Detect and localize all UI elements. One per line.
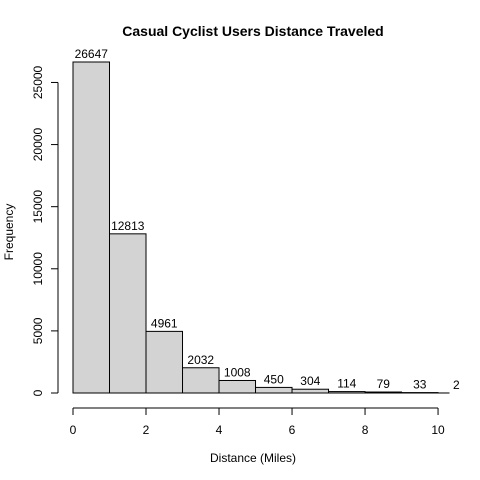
y-tick-label: 0 <box>31 389 45 396</box>
x-tick-label: 8 <box>362 423 369 437</box>
x-axis: 0 2 4 6 8 10 <box>70 407 445 437</box>
x-tick-label: 10 <box>431 423 445 437</box>
bar-value-label: 450 <box>264 372 284 386</box>
histogram-bar <box>255 386 293 394</box>
y-tick-label: 10000 <box>31 252 45 286</box>
bar-value-label: 1008 <box>224 365 251 379</box>
data-labels-group: 26647 12813 4961 2032 1008 450 304 114 79 33 2 <box>75 47 460 392</box>
bars-group <box>72 61 450 394</box>
y-axis-label: Frequency <box>2 204 16 261</box>
histogram-bar <box>109 233 147 394</box>
histogram-bar <box>291 388 330 394</box>
chart-title: Casual Cyclist Users Distance Traveled <box>122 23 383 39</box>
bar-value-label: 2032 <box>187 353 214 367</box>
x-axis-label: Distance (Miles) <box>210 451 296 465</box>
bar-value-label: 4961 <box>151 316 178 330</box>
x-tick-label: 0 <box>70 423 77 437</box>
histogram-bar <box>72 61 111 394</box>
y-tick-label: 20000 <box>31 128 45 162</box>
y-tick-label: 15000 <box>31 190 45 224</box>
histogram-bar <box>364 391 403 394</box>
histogram-bar <box>328 391 366 394</box>
bar-value-label: 114 <box>337 377 356 391</box>
bar-value-label: 304 <box>300 374 320 388</box>
x-tick-label: 2 <box>143 423 150 437</box>
histogram-bar <box>218 379 257 394</box>
histogram-bar <box>182 367 220 394</box>
y-tick-label: 5000 <box>31 317 45 344</box>
bar-value-label: 26647 <box>75 47 109 61</box>
x-tick-label: 4 <box>216 423 223 437</box>
y-tick-label: 25000 <box>31 65 45 99</box>
y-axis: 0 5000 10000 15000 20000 25000 <box>31 65 59 396</box>
histogram-bar <box>145 330 184 394</box>
bar-value-label: 79 <box>377 377 391 391</box>
x-tick-label: 6 <box>289 423 296 437</box>
bar-value-label: 12813 <box>111 219 145 233</box>
bar-value-label: 2 <box>453 378 460 392</box>
bar-value-label: 33 <box>413 378 427 392</box>
